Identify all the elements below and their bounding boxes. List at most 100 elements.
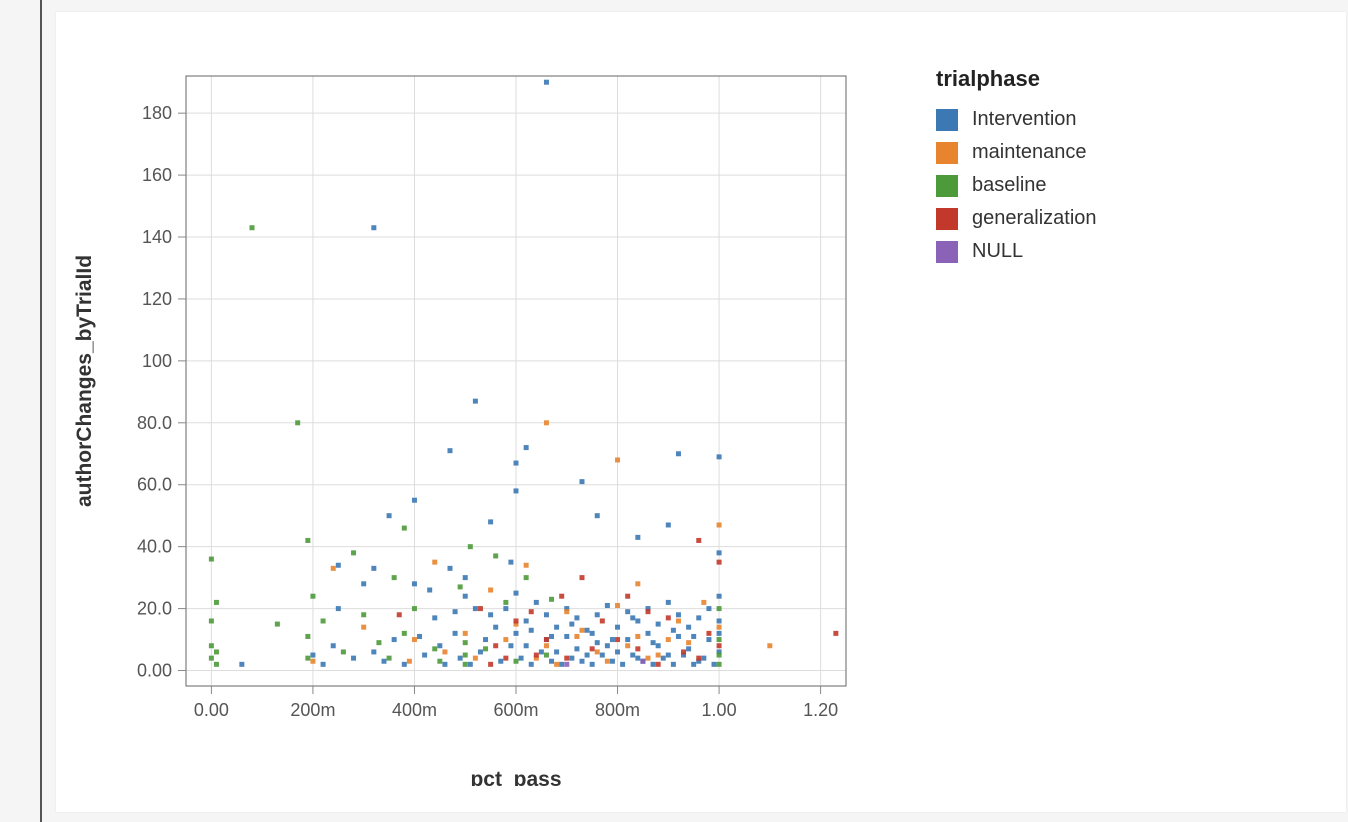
data-point	[534, 653, 539, 658]
legend-swatch	[936, 208, 958, 230]
data-point	[412, 581, 417, 586]
data-point	[600, 618, 605, 623]
data-point	[448, 448, 453, 453]
data-point	[580, 659, 585, 664]
data-point	[564, 634, 569, 639]
data-point	[681, 649, 686, 654]
data-point	[706, 637, 711, 642]
data-point	[488, 588, 493, 593]
data-point	[646, 656, 651, 661]
data-point	[610, 637, 615, 642]
data-point	[412, 498, 417, 503]
data-point	[605, 659, 610, 664]
y-tick-label: 20.0	[137, 599, 172, 619]
data-point	[564, 662, 569, 667]
data-point	[387, 513, 392, 518]
data-point	[493, 625, 498, 630]
data-point	[493, 643, 498, 648]
chart-card: 0.00200m400m600m800m1.001.200.0020.040.0…	[56, 12, 1346, 812]
data-point	[666, 615, 671, 620]
data-point	[305, 656, 310, 661]
data-point	[640, 659, 645, 664]
data-point	[600, 653, 605, 658]
data-point	[371, 649, 376, 654]
data-point	[569, 656, 574, 661]
data-point	[544, 420, 549, 425]
data-point	[656, 622, 661, 627]
data-point	[412, 637, 417, 642]
data-point	[392, 575, 397, 580]
data-point	[331, 643, 336, 648]
data-point	[717, 560, 722, 565]
data-point	[706, 606, 711, 611]
data-point	[544, 612, 549, 617]
data-point	[214, 662, 219, 667]
y-tick-label: 40.0	[137, 537, 172, 557]
data-point	[514, 591, 519, 596]
legend-item[interactable]: Intervention	[936, 108, 1097, 131]
data-point	[412, 606, 417, 611]
data-point	[397, 612, 402, 617]
data-point	[524, 575, 529, 580]
data-point	[514, 488, 519, 493]
data-point	[686, 646, 691, 651]
data-point	[432, 646, 437, 651]
data-point	[392, 637, 397, 642]
scatter-points	[209, 80, 838, 667]
data-point	[635, 656, 640, 661]
data-point	[361, 581, 366, 586]
data-point	[610, 659, 615, 664]
data-point	[666, 637, 671, 642]
data-point	[508, 560, 513, 565]
y-tick-label: 60.0	[137, 475, 172, 495]
data-point	[529, 628, 534, 633]
data-point	[554, 625, 559, 630]
data-point	[503, 600, 508, 605]
legend-items: Intervention maintenance baseline generaliz…	[936, 108, 1097, 263]
legend-item[interactable]: generalization	[936, 207, 1097, 230]
data-point	[503, 656, 508, 661]
data-point	[463, 662, 468, 667]
data-point	[696, 538, 701, 543]
data-point	[833, 631, 838, 636]
legend-label: generalization	[972, 207, 1097, 230]
data-point	[402, 662, 407, 667]
data-point	[214, 600, 219, 605]
data-point	[402, 526, 407, 531]
data-point	[529, 662, 534, 667]
data-point	[559, 594, 564, 599]
data-point	[488, 662, 493, 667]
data-point	[473, 399, 478, 404]
legend-item[interactable]: maintenance	[936, 141, 1097, 164]
data-point	[437, 643, 442, 648]
data-point	[717, 625, 722, 630]
data-point	[514, 618, 519, 623]
data-point	[209, 656, 214, 661]
data-point	[595, 649, 600, 654]
data-point	[544, 80, 549, 85]
data-point	[651, 640, 656, 645]
data-point	[691, 662, 696, 667]
data-point	[239, 662, 244, 667]
data-point	[564, 609, 569, 614]
data-point	[615, 457, 620, 462]
data-point	[585, 653, 590, 658]
data-point	[554, 649, 559, 654]
legend-item[interactable]: baseline	[936, 174, 1097, 197]
legend-label: maintenance	[972, 141, 1087, 164]
data-point	[676, 612, 681, 617]
data-point	[483, 637, 488, 642]
data-point	[529, 609, 534, 614]
data-point	[717, 618, 722, 623]
data-point	[620, 662, 625, 667]
legend-item[interactable]: NULL	[936, 240, 1097, 263]
data-point	[615, 637, 620, 642]
data-point	[321, 618, 326, 623]
data-point	[524, 563, 529, 568]
data-point	[275, 622, 280, 627]
data-point	[671, 628, 676, 633]
data-point	[635, 535, 640, 540]
data-point	[321, 662, 326, 667]
data-point	[691, 634, 696, 639]
scatter-chart: 0.00200m400m600m800m1.001.200.0020.040.0…	[56, 26, 876, 746]
